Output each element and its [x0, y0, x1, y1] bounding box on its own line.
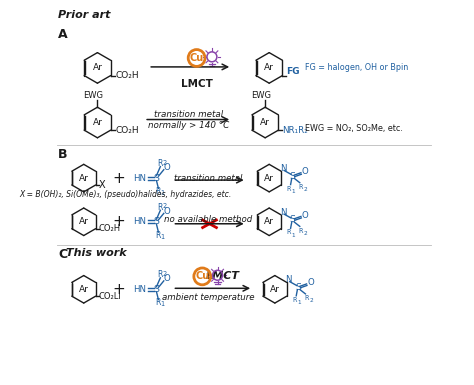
Text: O: O — [164, 207, 170, 216]
Text: NR₁R₂: NR₁R₂ — [282, 126, 308, 135]
Text: N: N — [280, 164, 286, 173]
Text: Cu: Cu — [195, 271, 210, 281]
Text: R: R — [156, 298, 161, 307]
Text: CO₂H: CO₂H — [115, 126, 139, 135]
Text: 2: 2 — [304, 187, 307, 192]
Text: FG: FG — [286, 67, 300, 76]
Text: CO₂Li: CO₂Li — [99, 292, 121, 301]
Text: 1: 1 — [160, 301, 164, 307]
Text: A: A — [58, 28, 68, 41]
Text: N: N — [285, 275, 292, 284]
Text: 2: 2 — [162, 271, 166, 277]
Text: Ar: Ar — [79, 174, 89, 182]
Text: 2: 2 — [162, 160, 166, 166]
Text: EWG = NO₂, SO₂Me, etc.: EWG = NO₂, SO₂Me, etc. — [305, 124, 402, 133]
Text: +: + — [113, 282, 126, 297]
Text: R: R — [158, 270, 163, 279]
Text: +: + — [113, 214, 126, 229]
Text: O: O — [301, 167, 308, 176]
Text: Ar: Ar — [270, 285, 280, 294]
Text: Ar: Ar — [264, 174, 274, 182]
Text: Ar: Ar — [79, 217, 89, 226]
Text: S: S — [154, 285, 159, 294]
Text: S: S — [290, 215, 295, 224]
Text: EWG: EWG — [83, 91, 104, 100]
Text: 1: 1 — [160, 190, 164, 196]
Text: HN: HN — [133, 285, 146, 294]
Text: normally > 140 °C: normally > 140 °C — [148, 121, 229, 130]
Text: B: B — [58, 148, 67, 161]
Text: N: N — [280, 208, 286, 217]
Text: Cu: Cu — [190, 53, 204, 63]
Text: Ar: Ar — [264, 217, 274, 226]
Text: R: R — [299, 228, 303, 234]
Text: O: O — [307, 278, 314, 287]
Text: R: R — [286, 186, 291, 192]
Text: R: R — [156, 187, 161, 196]
Text: LMCT: LMCT — [205, 271, 239, 281]
Text: ambient temperature: ambient temperature — [162, 293, 254, 302]
Text: 1: 1 — [297, 300, 301, 305]
Text: R: R — [292, 297, 297, 303]
Text: HN: HN — [133, 174, 146, 182]
Text: Ar: Ar — [92, 118, 102, 127]
Text: R: R — [286, 229, 291, 236]
Text: S: S — [290, 172, 295, 181]
Text: 2: 2 — [304, 231, 307, 236]
Text: Ar: Ar — [260, 118, 270, 127]
Text: 2: 2 — [309, 298, 313, 303]
Text: Prior art: Prior art — [58, 10, 110, 20]
Text: CO₂H: CO₂H — [115, 71, 139, 80]
Text: X = B(OH)₂, Si(OMe)₃, (pseudo)halides, hydrazides, etc.: X = B(OH)₂, Si(OMe)₃, (pseudo)halides, h… — [19, 191, 232, 199]
Text: +: + — [113, 171, 126, 186]
Text: R: R — [299, 184, 303, 190]
Text: S: S — [154, 174, 159, 182]
Text: O: O — [164, 163, 170, 172]
Text: 1: 1 — [292, 233, 295, 238]
Text: 2: 2 — [162, 204, 166, 209]
Text: C: C — [58, 248, 67, 261]
Text: EWG: EWG — [251, 91, 271, 100]
Text: Ar: Ar — [92, 64, 102, 72]
Text: no available method: no available method — [164, 215, 252, 224]
Text: R: R — [158, 159, 163, 168]
Text: FG = halogen, OH or Bpin: FG = halogen, OH or Bpin — [305, 64, 408, 72]
Text: This work: This work — [66, 248, 127, 258]
Text: LMCT: LMCT — [181, 79, 212, 89]
Text: S: S — [154, 217, 159, 226]
Text: X: X — [99, 180, 105, 190]
Text: R: R — [156, 231, 161, 240]
Text: HN: HN — [133, 217, 146, 226]
Text: O: O — [164, 275, 170, 283]
Text: 1: 1 — [292, 189, 295, 194]
Text: CO₂H: CO₂H — [99, 224, 121, 233]
Text: R: R — [304, 295, 309, 301]
Text: 1: 1 — [160, 234, 164, 240]
Text: transition metal: transition metal — [154, 110, 223, 119]
Text: transition metal: transition metal — [173, 174, 242, 182]
Text: O: O — [301, 211, 308, 220]
Text: Ar: Ar — [79, 285, 89, 294]
Text: S: S — [295, 283, 301, 292]
Text: Ar: Ar — [264, 64, 274, 72]
Text: R: R — [158, 203, 163, 212]
